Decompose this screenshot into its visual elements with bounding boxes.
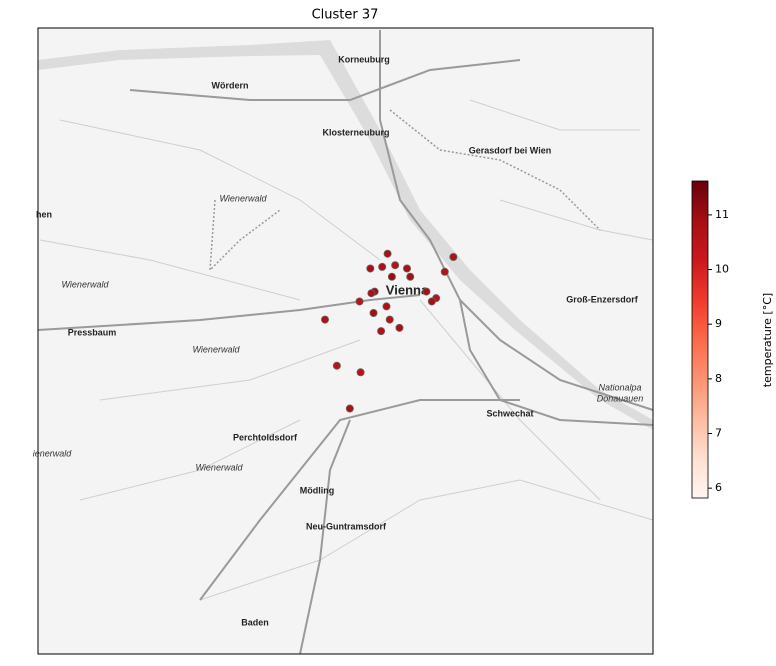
place-label: Gerasdorf bei Wien [469,145,551,155]
point [406,272,415,281]
place-label: Korneuburg [338,54,390,64]
point [355,297,364,306]
colorbar-tick-label: 11 [715,208,729,221]
point [422,287,431,296]
place-label: Wienerwald [193,344,241,354]
point [320,315,329,324]
point [387,272,396,281]
place-label: Groß-Enzersdorf [566,294,639,304]
point [366,264,375,273]
place-label: Wienerwald [220,193,268,203]
place-label: Wienerwald [62,279,110,289]
place-label: Nationalpa [598,382,641,392]
point [440,267,449,276]
point [395,323,404,332]
point [383,249,392,258]
point [427,297,436,306]
place-label: Klosterneuburg [322,127,389,137]
colorbar-tick-label: 9 [715,317,722,330]
point [402,264,411,273]
point [377,327,386,336]
colorbar-tick-label: 8 [715,372,722,385]
map-background [37,27,654,655]
point [382,302,391,311]
colorbar-label: temperature [°C] [761,293,774,387]
place-label: Wördern [212,80,249,90]
place-label: Donauauen [597,393,644,403]
colorbar-tick-label: 7 [715,427,722,440]
place-label: Perchtoldsdorf [233,432,298,442]
point [367,289,376,298]
point [356,368,365,377]
place-label: Vienna [386,282,429,297]
place-label: Neu-Guntramsdorf [306,521,387,531]
chart-title: Cluster 37 [312,8,379,23]
place-label: ienerwald [33,448,73,458]
colorbar-tick-label: 6 [715,481,722,494]
place-label: hen [36,209,52,219]
point [378,262,387,271]
place-label: Baden [241,617,269,627]
colorbar [691,180,709,499]
place-label: Pressbaum [68,327,117,337]
point [345,404,354,413]
point [449,252,458,261]
map-labels: Korneuburg Wördern Klosterneuburg Gerasd… [33,54,644,627]
point [332,361,341,370]
point [369,308,378,317]
colorbar-tick-label: 10 [715,263,729,276]
place-label: Wienerwald [196,462,244,472]
place-label: Mödling [300,485,335,495]
point [391,261,400,270]
place-label: Schwechat [486,408,533,418]
point [385,315,394,324]
